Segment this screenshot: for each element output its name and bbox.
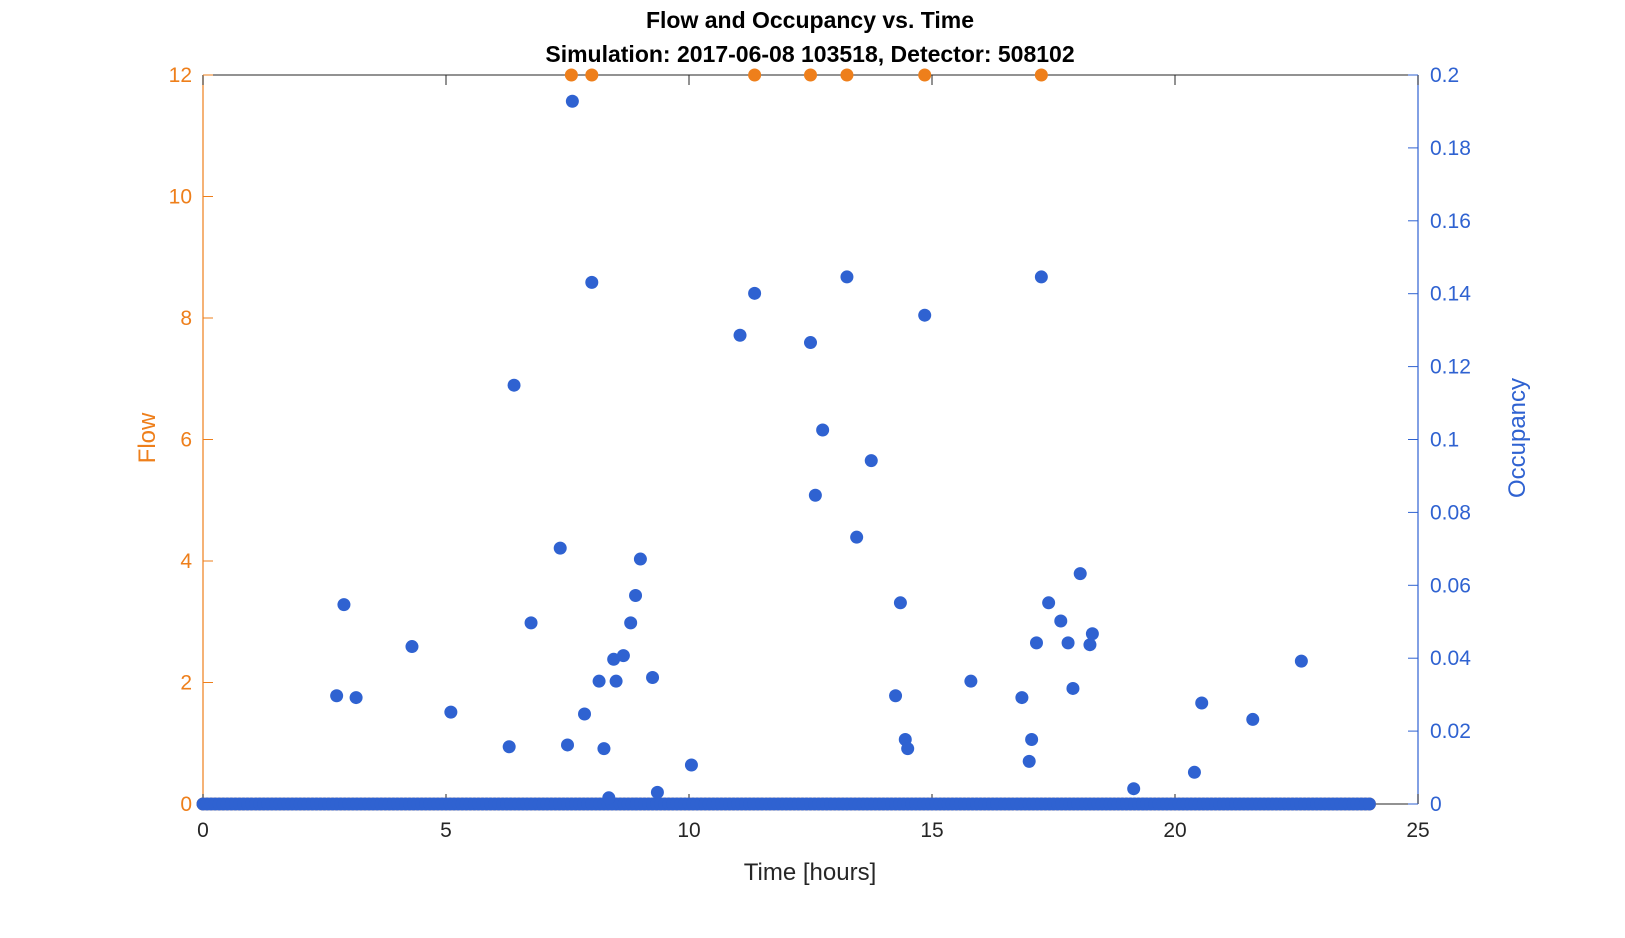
x-tick-label: 10 — [677, 819, 700, 842]
occupancy-point — [1066, 681, 1080, 695]
occupancy-point — [592, 674, 606, 688]
occupancy-point — [1054, 614, 1068, 628]
occupancy-point — [330, 689, 344, 703]
occupancy-point — [633, 552, 647, 566]
left-y-axis: 0 2 4 6 8 10 12 — [169, 64, 213, 816]
occupancy-point — [864, 454, 878, 468]
occupancy-point — [629, 589, 643, 603]
occupancy-point — [349, 691, 363, 705]
flow-point — [1034, 68, 1048, 82]
occupancy-point — [889, 689, 903, 703]
left-y-tick-label: 6 — [180, 429, 192, 452]
right-y-axis-label: Occupancy — [1504, 378, 1531, 498]
x-tick-label: 5 — [440, 819, 452, 842]
occupancy-point — [1246, 712, 1260, 726]
occupancy-point — [444, 705, 458, 719]
left-y-axis-label: Flow — [134, 412, 161, 463]
left-y-tick-label: 2 — [180, 672, 192, 695]
right-y-tick-label: 0.14 — [1430, 283, 1471, 306]
left-y-tick-label: 8 — [180, 307, 192, 330]
occupancy-point — [1195, 696, 1209, 710]
occupancy-point — [585, 275, 599, 289]
occupancy-point — [733, 328, 747, 342]
occupancy-point — [616, 649, 630, 663]
chart-title: Flow and Occupancy vs. Time — [646, 7, 974, 33]
data-points — [196, 68, 1376, 811]
x-axis-label: Time [hours] — [744, 859, 876, 886]
flow-point — [804, 68, 817, 82]
occupancy-point — [1029, 636, 1043, 650]
occupancy-point — [650, 785, 664, 799]
right-y-tick-label: 0.06 — [1430, 574, 1471, 597]
occupancy-point — [602, 791, 616, 805]
occupancy-point — [578, 707, 592, 721]
occupancy-point — [1025, 732, 1039, 746]
occupancy-point — [1085, 627, 1099, 641]
occupancy-point — [337, 598, 351, 612]
left-y-tick-label: 0 — [180, 793, 192, 816]
occupancy-point — [1187, 765, 1201, 779]
right-y-tick-label: 0.1 — [1430, 429, 1459, 452]
right-y-tick-label: 0.04 — [1430, 647, 1471, 670]
x-tick-label: 0 — [197, 819, 209, 842]
occupancy-point — [1083, 638, 1097, 652]
occupancy-point — [1022, 754, 1036, 768]
occupancy-point — [808, 488, 822, 502]
right-y-tick-label: 0.16 — [1430, 210, 1471, 233]
occupancy-point — [816, 423, 830, 437]
occupancy-point — [684, 758, 698, 772]
occupancy-point — [1015, 691, 1029, 705]
flow-point — [840, 68, 854, 82]
occupancy-point — [1294, 654, 1308, 668]
occupancy-point — [893, 596, 907, 610]
occupancy-point — [597, 742, 611, 756]
occupancy-point — [964, 674, 978, 688]
occupancy-point — [901, 742, 915, 756]
flow-point — [564, 68, 578, 82]
occupancy-point — [507, 378, 521, 392]
occupancy-point — [918, 308, 932, 322]
chart-subtitle: Simulation: 2017-06-08 103518, Detector:… — [545, 41, 1074, 67]
occupancy-point — [561, 738, 574, 752]
right-y-axis: 0 0.02 0.04 0.06 0.08 0.1 0.12 0.14 0.16 0.18 0.2 — [1408, 64, 1471, 816]
right-y-tick-label: 0.2 — [1430, 64, 1459, 87]
occupancy-point — [840, 270, 854, 284]
flow-point — [918, 68, 932, 82]
x-tick-label: 25 — [1406, 819, 1429, 842]
right-y-tick-label: 0.08 — [1430, 501, 1471, 524]
occupancy-point — [1034, 270, 1048, 284]
occupancy-point — [646, 671, 660, 685]
right-y-tick-label: 0.02 — [1430, 720, 1471, 743]
right-y-tick-label: 0.18 — [1430, 137, 1471, 160]
occupancy-point — [1061, 636, 1075, 650]
occupancy-point — [804, 336, 817, 350]
left-y-tick-label: 12 — [169, 64, 192, 87]
occupancy-point — [609, 674, 623, 688]
left-y-tick-label: 10 — [169, 186, 192, 209]
occupancy-point — [748, 286, 762, 300]
x-tick-label: 20 — [1163, 819, 1186, 842]
x-tick-label: 15 — [920, 819, 943, 842]
occupancy-point — [405, 640, 419, 654]
right-y-tick-label: 0.12 — [1430, 356, 1471, 379]
right-y-tick-label: 0 — [1430, 793, 1442, 816]
occupancy-point — [1073, 567, 1087, 581]
flow-point — [585, 68, 599, 82]
occupancy-point — [565, 94, 579, 108]
occupancy-point — [1042, 596, 1056, 610]
occupancy-point — [1127, 782, 1141, 796]
occupancy-point — [624, 616, 638, 630]
occupancy-point — [553, 541, 567, 555]
occupancy-point — [850, 530, 864, 544]
occupancy-point — [502, 740, 516, 754]
flow-point — [748, 68, 762, 82]
occupancy-point — [524, 616, 538, 630]
left-y-tick-label: 4 — [180, 550, 192, 573]
occupancy-point — [1362, 797, 1376, 811]
